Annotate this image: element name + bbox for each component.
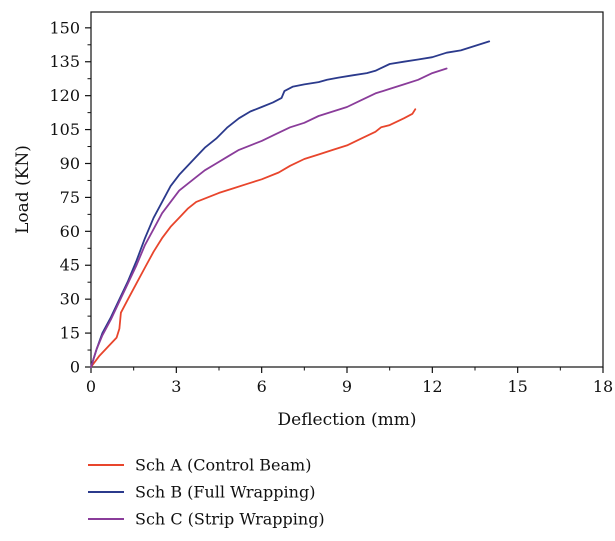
series-line-3 xyxy=(90,67,448,368)
x-tick-label: 9 xyxy=(342,377,352,396)
y-axis-title: Load (KN) xyxy=(13,145,33,234)
y-tick-label: 105 xyxy=(49,120,80,139)
x-tick-label: 0 xyxy=(86,377,96,396)
x-tick-label: 18 xyxy=(593,377,613,396)
y-tick-label: 15 xyxy=(60,324,80,343)
y-tick-label: 60 xyxy=(60,222,80,241)
legend-label-2: Sch B (Full Wrapping) xyxy=(135,483,315,502)
series-line-2 xyxy=(90,40,491,368)
legend: Sch A (Control Beam) Sch B (Full Wrapping… xyxy=(88,456,325,529)
x-axis: 0 3 6 9 12 15 18 xyxy=(86,367,613,396)
series-line-1 xyxy=(90,108,417,368)
x-tick-label: 15 xyxy=(507,377,527,396)
y-tick-label: 30 xyxy=(60,290,80,309)
x-axis-title: Deflection (mm) xyxy=(278,410,417,430)
y-axis: 0 15 30 45 60 75 90 105 120 135 150 xyxy=(49,18,91,377)
y-tick-label: 150 xyxy=(49,18,80,37)
legend-label-3: Sch C (Strip Wrapping) xyxy=(135,510,325,529)
y-tick-label: 90 xyxy=(60,154,80,173)
y-tick-label: 120 xyxy=(49,86,80,105)
legend-label-1: Sch A (Control Beam) xyxy=(135,456,311,475)
x-tick-label: 6 xyxy=(257,377,267,396)
y-tick-label: 45 xyxy=(60,256,80,275)
x-tick-label: 12 xyxy=(422,377,442,396)
x-tick-label: 3 xyxy=(171,377,181,396)
series-layer xyxy=(90,40,491,368)
y-tick-label: 135 xyxy=(49,52,80,71)
y-tick-label: 0 xyxy=(70,358,80,377)
y-tick-label: 75 xyxy=(60,188,80,207)
